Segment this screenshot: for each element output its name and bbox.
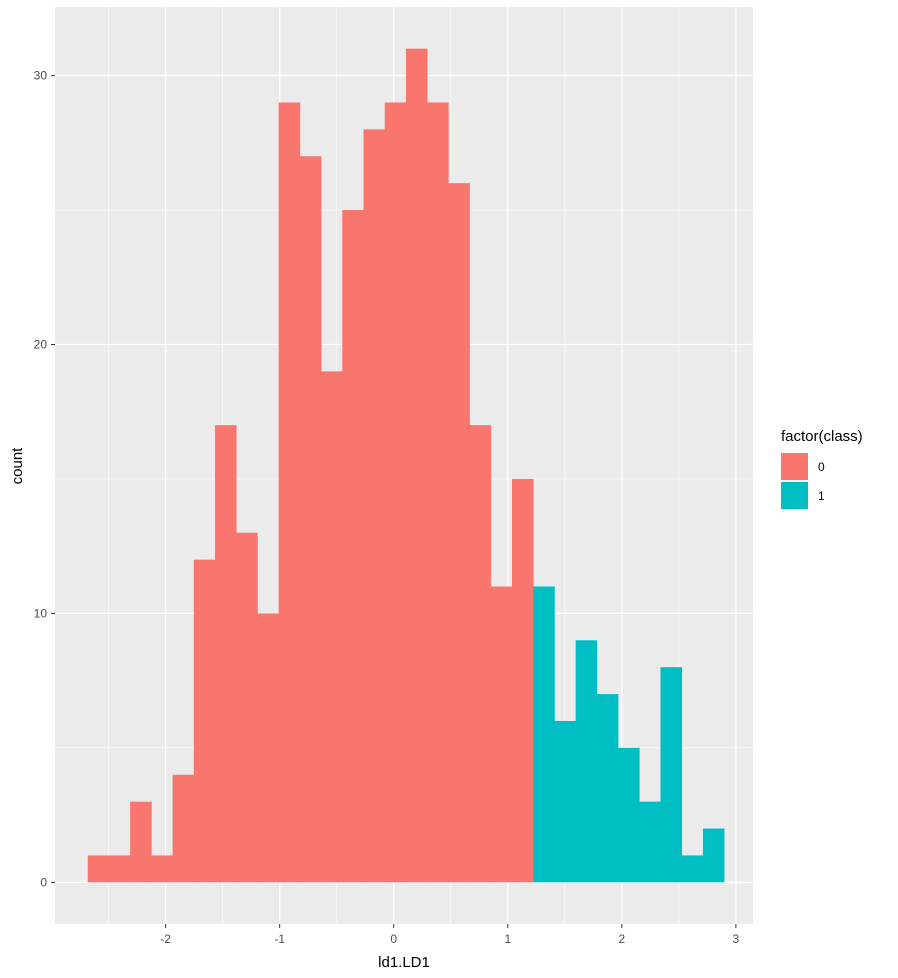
histogram-bar-class-0: [384, 102, 407, 883]
histogram-bar-class-0: [87, 855, 110, 883]
histogram-bar-class-1: [681, 855, 704, 883]
histogram-bar-class-0: [490, 586, 513, 883]
y-tick-label: 30: [34, 69, 48, 83]
x-tick-label: 3: [733, 932, 740, 946]
legend-label-1: 1: [818, 489, 825, 503]
histogram-bar-class-0: [299, 156, 322, 883]
x-tick-label: -1: [274, 932, 285, 946]
histogram-bar-class-0: [130, 801, 152, 883]
histogram-bar-class-1: [575, 640, 598, 883]
histogram-bar-class-0: [257, 613, 279, 883]
x-tick-label: 0: [390, 932, 397, 946]
legend-key-1: [781, 482, 808, 509]
histogram-bar-class-0: [448, 183, 470, 883]
y-axis-title: count: [9, 447, 26, 485]
legend: factor(class) 0 1: [781, 428, 863, 509]
histogram-bar-class-0: [427, 102, 449, 883]
legend-key-0: [781, 453, 808, 480]
legend-title: factor(class): [781, 428, 863, 445]
histogram-bar-class-1: [639, 801, 661, 883]
histogram-bar-class-1: [533, 586, 555, 883]
y-axis-ticks: 0 10 20 30: [34, 69, 55, 889]
histogram-bar-class-0: [342, 210, 364, 883]
y-tick-label: 10: [34, 606, 48, 620]
x-tick-label: 2: [618, 932, 625, 946]
histogram-bar-class-0: [363, 129, 386, 883]
x-axis-ticks: -2 -1 0 1 2 3: [160, 924, 740, 946]
x-tick-label: -2: [160, 932, 171, 946]
histogram-bar-class-1: [702, 828, 725, 883]
histogram-bar-class-0: [512, 478, 534, 883]
y-tick-label: 20: [34, 337, 48, 351]
y-tick-label: 0: [40, 875, 47, 889]
histogram-bar-class-0: [321, 371, 343, 883]
legend-label-0: 0: [818, 460, 825, 474]
x-tick-label: 1: [504, 932, 511, 946]
histogram-bar-class-0: [405, 48, 428, 883]
x-axis-title: ld1.LD1: [378, 954, 430, 971]
histogram-bar-class-1: [596, 694, 619, 883]
histogram-bar-class-0: [236, 532, 258, 883]
histogram-bar-class-0: [108, 855, 131, 883]
histogram-bar-class-0: [469, 425, 492, 883]
histogram-bar-class-1: [554, 720, 576, 883]
histogram-bar-class-0: [151, 855, 173, 883]
histogram-bar-class-0: [278, 102, 301, 883]
histogram-bar-class-0: [215, 425, 237, 883]
histogram-bars: [87, 48, 725, 883]
histogram-bar-class-0: [172, 774, 195, 883]
histogram-bar-class-1: [618, 747, 640, 883]
histogram-bar-class-1: [660, 667, 683, 883]
histogram-bar-class-0: [193, 559, 216, 883]
